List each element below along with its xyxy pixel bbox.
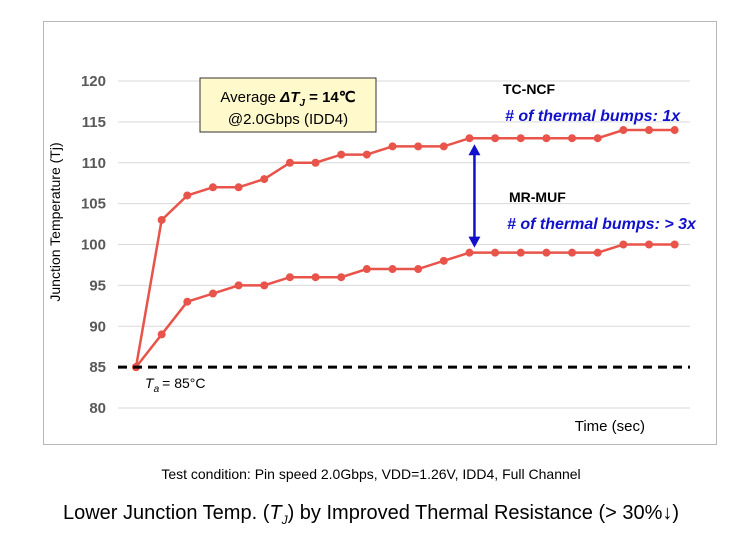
y-tick-label: 120 [81,73,106,90]
data-point-mr-muf [183,297,192,306]
data-point-mr-muf [491,248,500,257]
caption-t: T [269,502,282,524]
data-point-tc-ncf [491,134,500,143]
data-point-tc-ncf [183,191,192,200]
data-point-tc-ncf [208,183,217,192]
caption-sub: J [281,513,288,527]
test-condition-footnote: Test condition: Pin speed 2.0Gbps, VDD=1… [161,466,581,482]
average-prefix: Average [220,89,280,106]
data-point-mr-muf [208,289,217,298]
data-point-mr-muf [388,265,397,274]
delta-t-symbol: ΔT [279,89,301,106]
data-point-mr-muf [619,240,628,249]
double-arrow-icon [468,144,481,248]
data-point-mr-muf [362,265,371,274]
ta-symbol: T [145,375,155,391]
series-line-mr-muf [135,243,675,368]
data-point-tc-ncf [619,126,628,135]
average-delta-box [199,77,377,133]
data-point-mr-muf [568,248,577,257]
data-point-tc-ncf [670,126,679,135]
data-point-tc-ncf [337,150,346,159]
data-point-mr-muf [260,281,269,290]
mr-muf-bumps: # of thermal bumps: > 3x [507,216,697,233]
average-delta-text: Average ΔTJ = 14℃ [220,89,355,109]
data-point-mr-muf [465,248,474,257]
data-point-tc-ncf [542,134,551,143]
data-point-mr-muf [645,240,653,249]
y-tick-label: 115 [82,114,106,131]
mr-muf-label: MR-MUF [509,189,566,205]
series-line-tc-ncf [134,128,675,368]
caption-suffix: ) by Improved Thermal Resistance (> 30%↓… [287,502,680,524]
data-point-tc-ncf [516,134,525,143]
ta-value: = 85°C [162,375,205,391]
y-tick-label: 110 [82,155,106,172]
y-tick-label: 85 [89,359,106,376]
ta-annotation: Ta = 85°C [145,375,205,395]
grid-lines [118,80,690,409]
data-point-tc-ncf [465,134,474,143]
delta-t-subscript: J [299,98,305,109]
chart-frame [43,21,717,445]
y-tick-label: 95 [89,277,106,294]
tc-ncf-bumps: # of thermal bumps: 1x [505,108,681,125]
y-tick-label: 80 [89,400,106,417]
data-point-mr-muf [311,273,320,282]
data-point-tc-ncf [234,183,243,192]
series-layer [132,126,679,372]
data-point-mr-muf [670,240,679,249]
y-tick-label: 105 [81,196,106,213]
data-point-mr-muf [285,273,294,282]
data-point-tc-ncf [645,126,653,135]
x-axis-label: Time (sec) [575,418,645,435]
tc-ncf-label: TC-NCF [503,81,556,97]
caption-prefix: Lower Junction Temp. ( [62,502,270,524]
data-point-mr-muf [593,248,602,257]
data-point-tc-ncf [311,158,320,167]
y-axis-label: Junction Temperature (Tj) [47,142,63,301]
data-point-tc-ncf [593,134,602,143]
ta-subscript: a [154,384,160,395]
data-point-tc-ncf [260,175,269,184]
data-point-mr-muf [516,248,525,257]
delta-t-value: = 14℃ [305,89,356,106]
data-point-tc-ncf [568,134,577,143]
y-tick-label: 100 [81,237,106,254]
data-point-tc-ncf [388,142,397,151]
data-point-mr-muf [337,273,346,282]
data-point-mr-muf [414,265,423,274]
data-point-mr-muf [234,281,243,290]
y-tick-label: 90 [89,318,106,335]
data-point-tc-ncf [157,215,166,224]
data-point-tc-ncf [414,142,423,151]
y-tick-labels: 120 115 110 105 100 95 90 85 80 [81,73,106,417]
data-point-mr-muf [157,330,166,339]
slide-caption: Lower Junction Temp. (TJ) by Improved Th… [0,502,742,527]
average-condition-text: @2.0Gbps (IDD4) [228,111,348,128]
data-point-mr-muf [542,248,551,257]
data-point-tc-ncf [439,142,448,151]
data-point-tc-ncf [362,150,371,159]
data-point-tc-ncf [285,158,294,167]
data-point-mr-muf [439,256,448,265]
